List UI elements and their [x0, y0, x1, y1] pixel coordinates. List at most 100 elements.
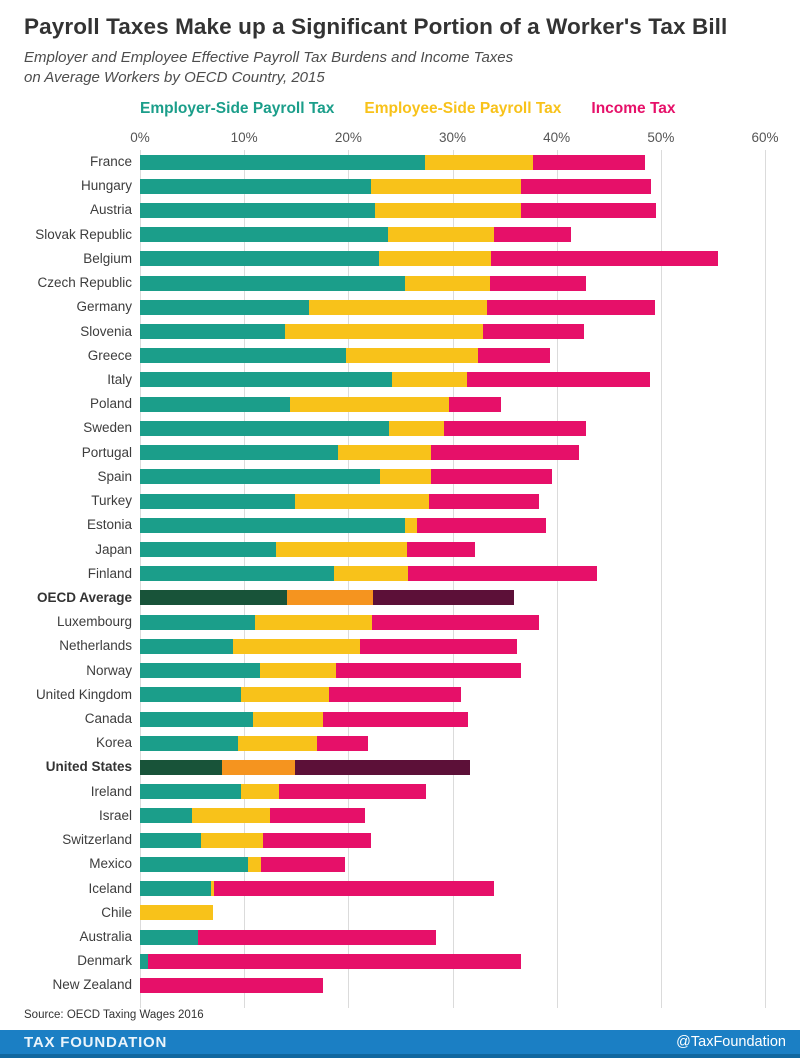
stacked-bar — [140, 929, 436, 945]
stacked-bar — [140, 687, 461, 703]
income-segment — [430, 469, 553, 485]
chart-row: Italy — [0, 368, 800, 392]
stacked-bar — [140, 396, 502, 412]
chart-row: Japan — [0, 538, 800, 562]
employee-segment — [404, 517, 418, 533]
row-label: United States — [45, 759, 132, 775]
row-label: Mexico — [89, 856, 132, 872]
income-segment — [491, 251, 719, 267]
chart-row: OECD Average — [0, 586, 800, 610]
chart-row: Luxembourg — [0, 610, 800, 634]
employee-segment — [308, 299, 487, 315]
employer-segment — [140, 663, 260, 679]
income-segment — [148, 953, 522, 969]
income-segment — [328, 687, 461, 703]
income-segment — [373, 590, 514, 606]
income-segment — [262, 832, 372, 848]
employee-segment — [378, 251, 492, 267]
stacked-bar — [140, 299, 655, 315]
employee-segment — [140, 905, 213, 921]
chart-row: Hungary — [0, 174, 800, 198]
employer-segment — [140, 808, 193, 824]
income-segment — [295, 759, 471, 775]
chart-row: Greece — [0, 344, 800, 368]
stacked-bar — [140, 566, 598, 582]
stacked-bar — [140, 251, 719, 267]
stacked-bar — [140, 348, 551, 364]
employee-segment — [295, 493, 429, 509]
employee-segment — [241, 687, 329, 703]
page-title: Payroll Taxes Make up a Significant Port… — [24, 14, 728, 39]
chart-row: Israel — [0, 804, 800, 828]
subtitle-line-2: on Average Workers by OECD Country, 2015 — [24, 69, 325, 86]
income-segment — [278, 784, 427, 800]
income-segment — [260, 856, 346, 872]
row-label: Italy — [107, 371, 132, 387]
axis-tick-label: 50% — [647, 130, 675, 145]
row-label: Chile — [101, 904, 132, 920]
chart-row: Ireland — [0, 780, 800, 804]
employer-segment — [140, 687, 242, 703]
stacked-bar — [140, 227, 572, 243]
chart-row: Australia — [0, 925, 800, 949]
employer-segment — [140, 542, 277, 557]
stacked-bar — [140, 445, 579, 461]
employer-segment — [140, 638, 233, 654]
income-segment — [359, 638, 518, 654]
employer-segment — [140, 420, 389, 436]
stacked-bar — [140, 542, 476, 557]
stacked-bar — [140, 178, 652, 194]
gridline — [765, 150, 766, 1008]
chart-row: Poland — [0, 392, 800, 416]
employee-segment — [333, 566, 408, 582]
stacked-bar — [140, 372, 651, 388]
row-label: Luxembourg — [56, 614, 132, 630]
chart-row: Spain — [0, 465, 800, 489]
chart-row: Slovenia — [0, 320, 800, 344]
plot-rows: France Hungary Austria Slovak Republic Belgi… — [0, 150, 800, 998]
employer-segment — [140, 759, 223, 775]
employee-segment — [284, 324, 483, 340]
employer-segment — [140, 517, 405, 533]
employer-segment — [140, 445, 338, 461]
employee-segment — [192, 808, 271, 824]
row-label: Japan — [95, 541, 132, 557]
row-label: OECD Average — [36, 589, 132, 605]
legend-employee-payroll-tax: Employee-Side Payroll Tax — [364, 100, 562, 117]
chart-row: Slovak Republic — [0, 223, 800, 247]
income-segment — [482, 324, 584, 340]
income-segment — [521, 202, 656, 218]
source-note: Source: OECD Taxing Wages 2016 — [24, 1009, 204, 1021]
row-label: Austria — [89, 202, 132, 218]
employer-segment — [140, 251, 379, 267]
axis-tick-label: 10% — [230, 130, 258, 145]
stacked-bar — [140, 590, 514, 606]
income-segment — [428, 493, 539, 509]
stacked-bar — [140, 517, 547, 533]
income-segment — [270, 808, 365, 824]
employee-segment — [337, 445, 431, 461]
chart-row: Switzerland — [0, 828, 800, 852]
stacked-bar — [140, 953, 522, 969]
income-segment — [406, 542, 476, 557]
stacked-bar — [140, 784, 427, 800]
stacked-bar — [140, 324, 584, 340]
income-segment — [477, 348, 551, 364]
chart-row: Sweden — [0, 416, 800, 440]
chart-row: Canada — [0, 707, 800, 731]
chart-row: Chile — [0, 901, 800, 925]
employer-segment — [140, 590, 287, 606]
chart-legend: Employer-Side Payroll Tax Employee-Side … — [140, 100, 780, 118]
employer-segment — [140, 784, 242, 800]
row-label: Ireland — [90, 783, 132, 799]
axis-tick-label: 0% — [130, 130, 150, 145]
row-label: Canada — [84, 711, 132, 727]
row-label: Sweden — [83, 420, 132, 436]
stacked-bar — [140, 638, 518, 654]
row-label: Korea — [95, 735, 132, 751]
chart-row: Norway — [0, 659, 800, 683]
employee-segment — [241, 784, 279, 800]
employee-segment — [425, 154, 533, 170]
stacked-bar — [140, 711, 469, 727]
twitter-handle[interactable]: @TaxFoundation — [676, 1034, 786, 1050]
